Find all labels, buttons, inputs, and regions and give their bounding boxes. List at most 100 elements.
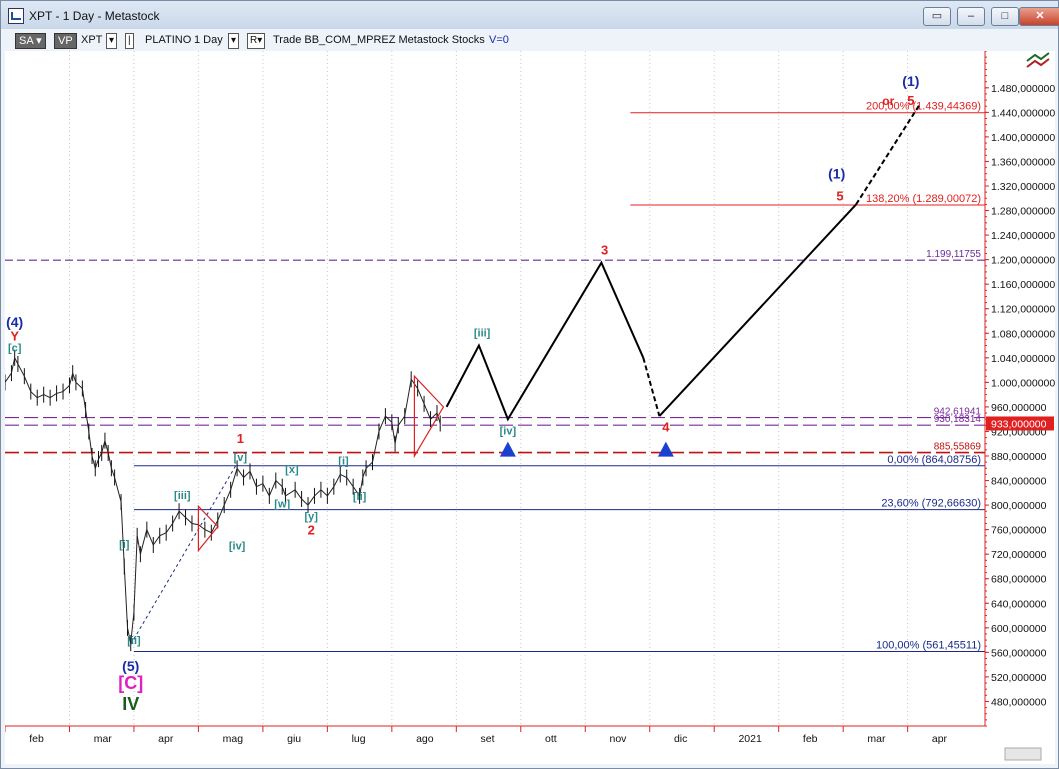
restore-icon[interactable]: ▭: [923, 7, 951, 26]
y-tick-label: 1.320,000000: [991, 181, 1055, 193]
wave-label: [x]: [285, 464, 299, 476]
wave-label: 3: [601, 243, 608, 258]
y-tick-label: 1.440,000000: [991, 107, 1055, 119]
y-tick-label: 600,000000: [991, 623, 1047, 635]
interval-label: 1 Day: [194, 34, 223, 46]
x-axis-panel: [5, 727, 1055, 765]
title-bar: XPT - 1 Day - Metastock ▭ – □ ✕: [1, 1, 1059, 29]
last-price-label: 933,000000: [991, 418, 1047, 430]
r-dropdown[interactable]: R▾: [247, 33, 266, 49]
x-tick-label: feb: [29, 733, 44, 745]
x-tick-label: nov: [610, 733, 628, 745]
chart-toolbar: SA ▾ VP XPT ▾ | PLATINO 1 Day ▾ R▾ Trade…: [1, 29, 1058, 51]
up-arrow-marker: [657, 441, 674, 457]
y-tick-label: 880,000000: [991, 451, 1047, 463]
x-tick-label: ago: [416, 733, 434, 745]
chart-tools-icon-2: [1026, 58, 1050, 68]
window-title: XPT - 1 Day - Metastock: [29, 9, 160, 23]
scrollbar-thumb: [1004, 747, 1042, 761]
chart-area[interactable]: 200,00% (1.439,44369) 138,20% (1.289,0007…: [4, 50, 1055, 765]
y-tick-label: 720,000000: [991, 549, 1047, 561]
y-tick-label: 760,000000: [991, 525, 1047, 537]
last-price-box: [986, 416, 1054, 431]
y-tick-label: 1.240,000000: [991, 230, 1055, 242]
wave-label: 1: [237, 431, 244, 446]
x-tick-label: 2021: [738, 733, 762, 745]
x-tick-label: mag: [223, 733, 244, 745]
price-line: [4, 356, 441, 644]
y-tick-label: 1.480,000000: [991, 83, 1055, 95]
x-tick-label: giu: [287, 733, 301, 745]
projection-line: [658, 203, 857, 417]
y-tick-label: 1.160,000000: [991, 279, 1055, 291]
x-tick-label: apr: [932, 733, 948, 745]
up-arrow-marker: [499, 441, 516, 457]
x-tick-label: lug: [352, 733, 366, 745]
wave-label: [w]: [274, 499, 290, 511]
wave-label: (1): [828, 166, 845, 182]
fib-level-label: 200,00% (1.439,44369): [866, 101, 981, 113]
wave-label: [iii]: [174, 490, 191, 502]
wave-label: [iii]: [474, 327, 491, 339]
level-label: 885,55869: [934, 442, 982, 453]
wave-label: [C]: [118, 673, 143, 693]
fib-level-label: 0,00% (864,08756): [887, 454, 981, 466]
projection-dashed-line: [855, 102, 922, 205]
y-tick-label: 1.080,000000: [991, 328, 1055, 340]
wave-label: [iv]: [229, 540, 246, 552]
symbol-dropdown-icon[interactable]: ▾: [106, 33, 118, 49]
triangle-pattern: [197, 504, 219, 553]
wave-label: [iv]: [500, 426, 517, 438]
y-axis-panel: [985, 51, 1055, 764]
y-tick-label: 520,000000: [991, 672, 1047, 684]
vp-button[interactable]: VP: [54, 33, 77, 49]
y-tick-label: 560,000000: [991, 647, 1047, 659]
level-label: 930,18314: [934, 414, 982, 425]
wave-label: [y]: [305, 511, 319, 523]
wave-label: (1): [902, 73, 919, 89]
interval-dropdown-icon[interactable]: ▾: [228, 33, 240, 49]
minimize-icon[interactable]: –: [957, 7, 985, 26]
y-tick-label: 480,000000: [991, 696, 1047, 708]
x-tick-label: set: [481, 733, 495, 745]
y-tick-label: 840,000000: [991, 476, 1047, 488]
wave-label: [i]: [119, 539, 130, 551]
separator-icon[interactable]: |: [125, 33, 134, 49]
y-tick-label: 1.000,000000: [991, 377, 1055, 389]
wave-label: [ii]: [127, 635, 141, 647]
x-tick-label: dic: [674, 733, 687, 745]
wave-label: [v]: [234, 452, 248, 464]
wave-label: (4): [6, 314, 23, 330]
projection-line: [445, 260, 645, 422]
x-tick-label: mar: [867, 733, 886, 745]
wave-connector-line: [130, 463, 238, 645]
wave-label: or: [882, 94, 894, 108]
x-tick-label: mar: [94, 733, 113, 745]
symbol-label: XPT: [81, 34, 103, 46]
wave-label: 4: [662, 419, 670, 434]
maximize-icon[interactable]: □: [991, 7, 1019, 26]
toolbar-info: Trade BB_COM_MPREZ Metastock Stocks: [273, 34, 485, 46]
instrument-name: PLATINO: [145, 34, 192, 46]
triangle-pattern: [413, 374, 445, 459]
y-tick-label: 680,000000: [991, 574, 1047, 586]
wave-label: 5: [907, 93, 914, 108]
y-tick-label: 1.200,000000: [991, 255, 1055, 267]
wave-label: 2: [308, 523, 315, 538]
chart-tools-icon: [1026, 52, 1050, 62]
level-label: 942,61941: [934, 407, 982, 418]
wave-label: Y: [10, 329, 19, 344]
close-icon[interactable]: ✕: [1019, 7, 1059, 26]
wave-label: (5): [122, 658, 139, 674]
y-tick-label: 800,000000: [991, 500, 1047, 512]
y-tick-label: 1.120,000000: [991, 304, 1055, 316]
fib-level-label: 100,00% (561,45511): [876, 639, 981, 651]
app-icon: [8, 8, 24, 24]
wave-label: 5: [836, 189, 843, 204]
sa-button[interactable]: SA ▾: [15, 33, 46, 49]
x-tick-label: ott: [545, 733, 557, 745]
volume-indicator: V=0: [489, 34, 509, 46]
y-tick-label: 1.040,000000: [991, 353, 1055, 365]
wave-label: [ii]: [353, 491, 367, 503]
